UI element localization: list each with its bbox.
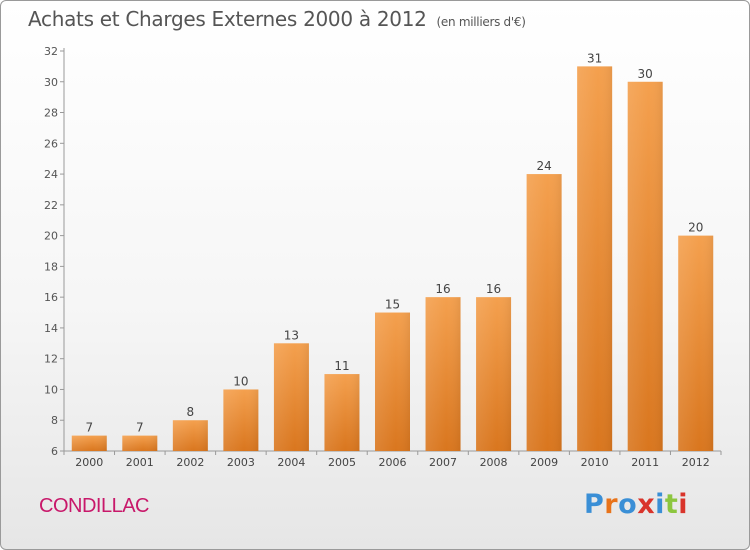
- x-tick-label: 2004: [277, 456, 305, 469]
- bar-shade: [223, 389, 259, 451]
- y-tick-label: 20: [44, 230, 58, 243]
- bar-value-label: 7: [85, 421, 93, 435]
- logo-letter: i: [655, 489, 665, 520]
- x-tick-label: 2002: [176, 456, 204, 469]
- bar-shade: [172, 420, 208, 451]
- y-tick-label: 24: [44, 168, 58, 181]
- x-tick-label: 2000: [75, 456, 103, 469]
- logo-letter: x: [637, 489, 656, 520]
- bar-shade: [273, 343, 309, 451]
- x-tick-label: 2007: [429, 456, 457, 469]
- bar-value-label: 13: [284, 328, 299, 342]
- chart-title: Achats et Charges Externes 2000 à 2012 (e…: [28, 7, 526, 31]
- bar-shade: [678, 235, 714, 451]
- x-tick-label: 2003: [227, 456, 255, 469]
- x-tick-label: 2005: [328, 456, 356, 469]
- bar-shade: [526, 174, 562, 452]
- bar-shade: [375, 312, 410, 451]
- bar-value-label: 30: [638, 67, 653, 81]
- logo-letter: r: [604, 489, 619, 520]
- bar-shade: [627, 81, 663, 452]
- bar-shade: [122, 435, 158, 451]
- bar-value-label: 31: [587, 51, 602, 65]
- logo-letter: i: [678, 489, 689, 520]
- bar-value-label: 11: [334, 359, 349, 373]
- logo-letter: o: [618, 489, 638, 520]
- bars: [71, 66, 714, 452]
- bar-value-label: 16: [486, 282, 501, 296]
- y-tick-label: 16: [44, 291, 58, 304]
- y-tick-label: 28: [44, 107, 58, 120]
- logo-letter: t: [664, 489, 679, 520]
- x-tick-label: 2011: [631, 456, 659, 469]
- logo-letter: P: [584, 489, 605, 520]
- y-tick-label: 12: [44, 353, 58, 366]
- bar-value-label: 15: [385, 298, 400, 312]
- y-tick-label: 10: [44, 383, 58, 396]
- y-tick-label: 14: [44, 322, 58, 335]
- bar-value-label: 16: [435, 282, 450, 296]
- x-tick-label: 2012: [682, 456, 710, 469]
- x-tick-label: 2001: [126, 456, 154, 469]
- y-tick-label: 32: [44, 45, 58, 58]
- x-tick-label: 2009: [530, 456, 558, 469]
- x-tick-label: 2006: [379, 456, 407, 469]
- bar-value-label: 20: [688, 221, 703, 235]
- bar-shade: [71, 435, 107, 451]
- x-tick-label: 2008: [480, 456, 508, 469]
- bar-value-label: 10: [233, 374, 248, 388]
- axes: 6 8 10 12 14 16 18 20 22 24 26 28 30 32: [44, 45, 722, 458]
- proxiti-logo[interactable]: Proxiti: [584, 489, 688, 520]
- y-tick-label: 8: [51, 414, 58, 427]
- bar-shade: [425, 297, 461, 451]
- y-tick-label: 30: [44, 76, 58, 89]
- y-tick-label: 18: [44, 260, 58, 273]
- commune-name: CONDILLAC: [39, 495, 149, 517]
- y-tick-label: 26: [44, 137, 58, 150]
- labels: 2000 7 2001 7 2002 8 2003 10 2004 13 2005 11 2006 15 2…: [75, 51, 709, 469]
- bar-value-label: 8: [187, 405, 195, 419]
- chart-title-text: Achats et Charges Externes 2000 à 2012: [28, 7, 427, 31]
- x-tick-label: 2010: [581, 456, 609, 469]
- bar-shade: [476, 297, 512, 451]
- y-tick-label: 6: [51, 445, 58, 458]
- bar-shade: [324, 374, 360, 451]
- y-tick-label: 22: [44, 199, 58, 212]
- bar-value-label: 24: [536, 159, 551, 173]
- bar-value-label: 7: [136, 421, 144, 435]
- chart-subtitle: (en milliers d'€): [436, 15, 526, 29]
- bar-shade: [577, 66, 613, 451]
